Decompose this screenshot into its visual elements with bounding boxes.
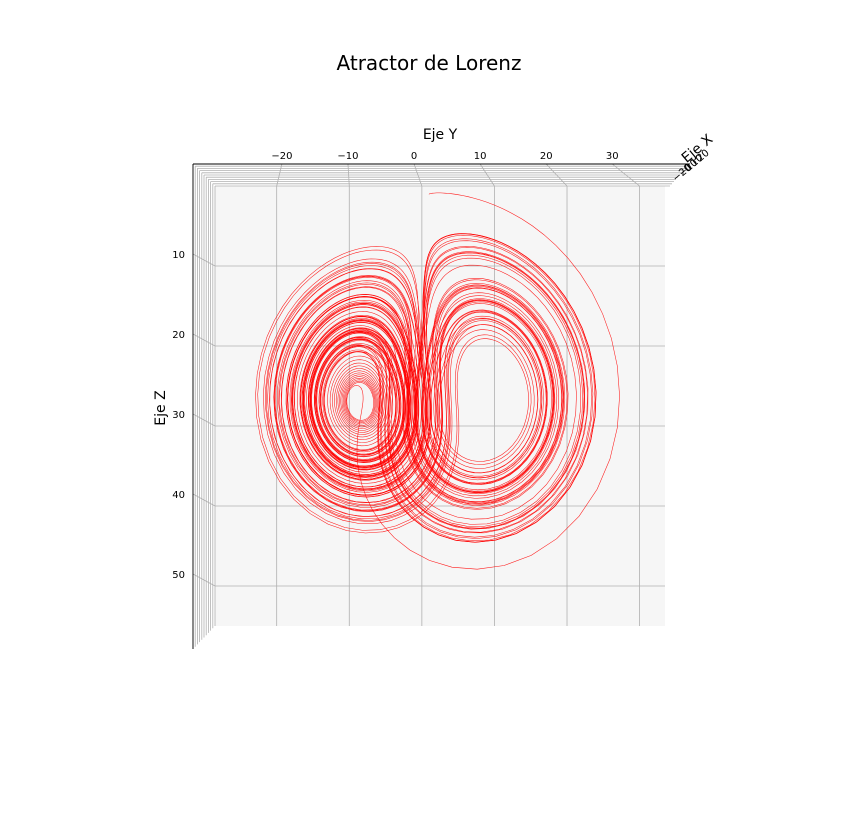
- y-axis-label: Eje Y: [423, 127, 458, 143]
- trajectory-series: [255, 192, 620, 570]
- trajectory-segment: [269, 252, 585, 529]
- y-tick-label: −10: [337, 151, 358, 162]
- trajectory-segment: [265, 261, 577, 522]
- trajectory-segment: [266, 252, 585, 529]
- trajectory-segment: [273, 251, 586, 530]
- pane-background: [215, 186, 665, 626]
- y-tick-label: −20: [271, 151, 292, 162]
- x-axis-stack: [192, 163, 690, 649]
- trajectory-segment: [281, 233, 597, 543]
- trajectory-segment: [285, 233, 597, 543]
- chart-title: Atractor de Lorenz: [337, 51, 522, 75]
- pane: [215, 186, 665, 626]
- x-tick-label: 0: [683, 162, 695, 175]
- trajectory-segment: [263, 258, 539, 524]
- z-tick-label: 10: [172, 250, 185, 261]
- y-tick-label: 0: [411, 151, 417, 162]
- trajectory-segment: [340, 192, 620, 570]
- trajectory-segment: [274, 233, 597, 543]
- z-tick-label: 20: [172, 330, 185, 341]
- y-tick-label: 30: [606, 151, 619, 162]
- trajectory-segment: [255, 246, 558, 534]
- trajectory-segment: [257, 249, 565, 531]
- z-tick-label: 40: [172, 490, 185, 501]
- z-tick-label: 30: [172, 410, 185, 421]
- z-tick-label: 50: [172, 570, 185, 581]
- trajectory-segment: [324, 351, 396, 450]
- y-tick-label: 20: [540, 151, 553, 162]
- trajectory-segment: [280, 257, 582, 525]
- y-tick-label: 10: [474, 151, 487, 162]
- z-axis-label: Eje Z: [153, 390, 169, 425]
